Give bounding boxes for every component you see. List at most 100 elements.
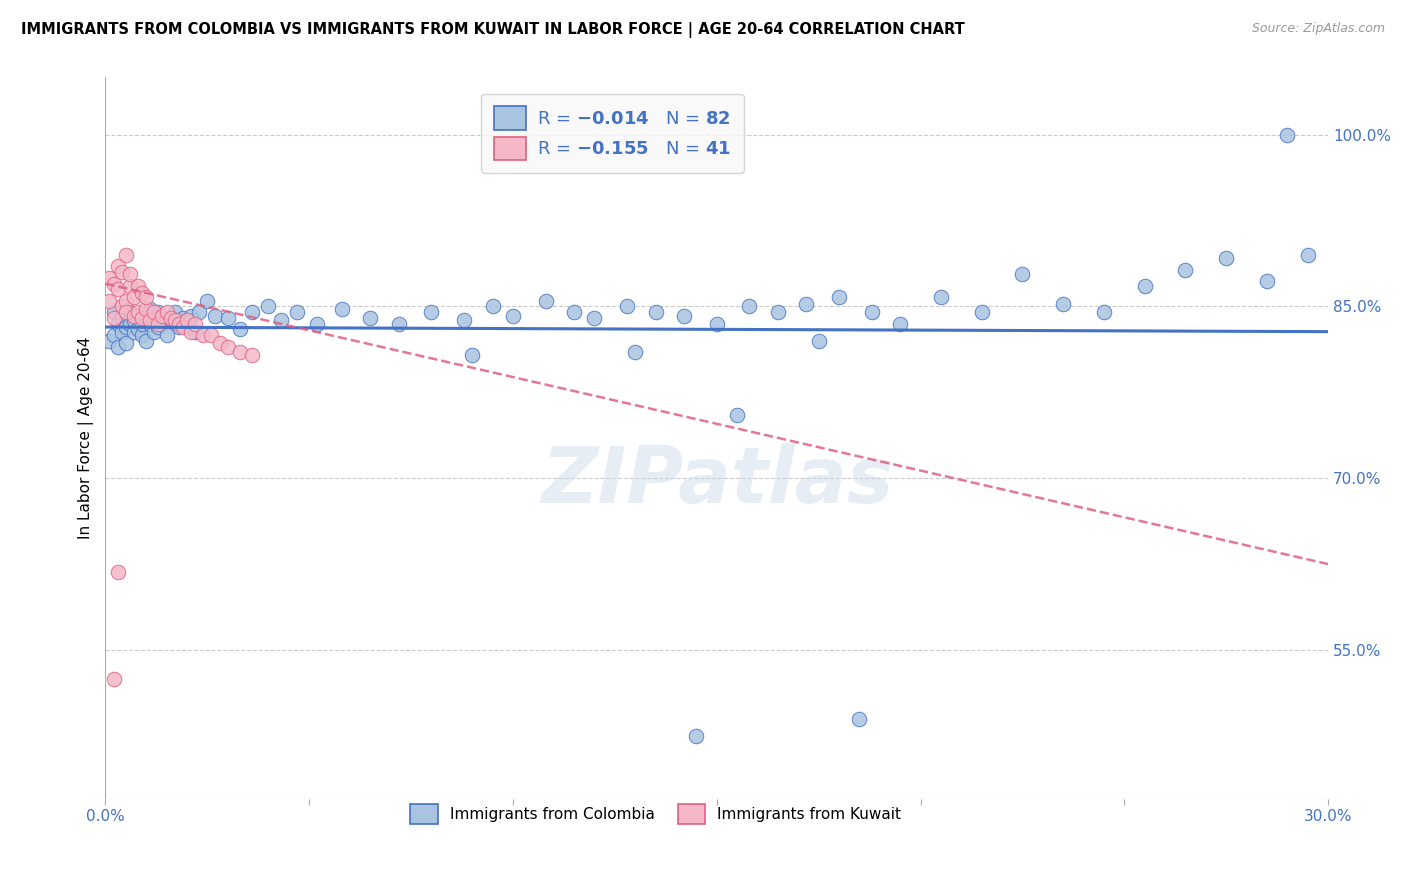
Point: [107, 282, 129, 296]
Legend: Immigrants from Colombia, Immigrants from Kuwait: Immigrants from Colombia, Immigrants fro…: [399, 794, 912, 835]
Point: [204, 309, 226, 323]
Point: [127, 322, 149, 336]
Point: [270, 313, 292, 327]
Point: [103, 672, 125, 686]
Point: [122, 290, 145, 304]
Point: [114, 305, 136, 319]
Point: [135, 301, 157, 316]
Point: [131, 317, 153, 331]
Point: [122, 309, 145, 323]
Point: [534, 293, 557, 308]
Point: [1052, 297, 1074, 311]
Point: [135, 290, 157, 304]
Point: [1215, 252, 1237, 266]
Point: [738, 300, 761, 314]
Point: [176, 317, 198, 331]
Point: [143, 325, 166, 339]
Point: [1133, 278, 1156, 293]
Point: [195, 293, 218, 308]
Point: [172, 310, 194, 325]
Point: [155, 328, 177, 343]
Point: [98, 270, 121, 285]
Point: [107, 317, 129, 331]
Point: [103, 310, 125, 325]
Point: [103, 305, 125, 319]
Point: [583, 310, 606, 325]
Point: [159, 313, 181, 327]
Point: [1256, 274, 1278, 288]
Point: [98, 334, 121, 348]
Point: [127, 305, 149, 319]
Point: [420, 305, 443, 319]
Point: [453, 313, 475, 327]
Point: [176, 313, 198, 327]
Point: [481, 300, 503, 314]
Point: [1011, 268, 1033, 282]
Point: [1092, 305, 1115, 319]
Point: [184, 325, 207, 339]
Point: [98, 293, 121, 308]
Point: [388, 317, 411, 331]
Point: [167, 320, 190, 334]
Point: [135, 310, 157, 325]
Point: [359, 310, 381, 325]
Point: [180, 309, 202, 323]
Point: [139, 313, 162, 327]
Point: [127, 309, 149, 323]
Point: [307, 317, 329, 331]
Point: [111, 325, 134, 339]
Point: [114, 248, 136, 262]
Point: [114, 320, 136, 334]
Point: [217, 310, 239, 325]
Point: [114, 336, 136, 351]
Point: [616, 300, 638, 314]
Point: [240, 305, 263, 319]
Point: [562, 305, 585, 319]
Point: [685, 729, 707, 743]
Text: ZIPatlas: ZIPatlas: [541, 443, 893, 519]
Point: [929, 290, 952, 304]
Point: [860, 305, 883, 319]
Point: [200, 328, 222, 343]
Point: [122, 325, 145, 339]
Point: [107, 260, 129, 274]
Point: [107, 339, 129, 353]
Point: [155, 310, 177, 325]
Point: [725, 409, 748, 423]
Point: [152, 309, 174, 323]
Point: [131, 310, 153, 325]
Point: [163, 313, 186, 327]
Point: [139, 317, 162, 331]
Point: [848, 712, 870, 726]
Point: [229, 322, 252, 336]
Point: [148, 317, 170, 331]
Point: [118, 268, 141, 282]
Point: [118, 317, 141, 331]
Point: [828, 290, 851, 304]
Point: [188, 305, 211, 319]
Point: [208, 336, 231, 351]
Point: [766, 305, 789, 319]
Point: [131, 328, 153, 343]
Point: [143, 313, 166, 327]
Point: [184, 317, 207, 331]
Point: [111, 265, 134, 279]
Point: [1277, 128, 1299, 142]
Point: [135, 334, 157, 348]
Point: [172, 320, 194, 334]
Point: [502, 309, 524, 323]
Point: [240, 347, 263, 361]
Point: [159, 310, 181, 325]
Point: [673, 309, 696, 323]
Point: [148, 305, 170, 319]
Point: [624, 345, 647, 359]
Point: [111, 300, 134, 314]
Point: [330, 301, 353, 316]
Point: [139, 301, 162, 316]
Point: [114, 293, 136, 308]
Point: [107, 565, 129, 579]
Point: [889, 317, 911, 331]
Point: [131, 285, 153, 300]
Point: [461, 347, 484, 361]
Point: [706, 317, 728, 331]
